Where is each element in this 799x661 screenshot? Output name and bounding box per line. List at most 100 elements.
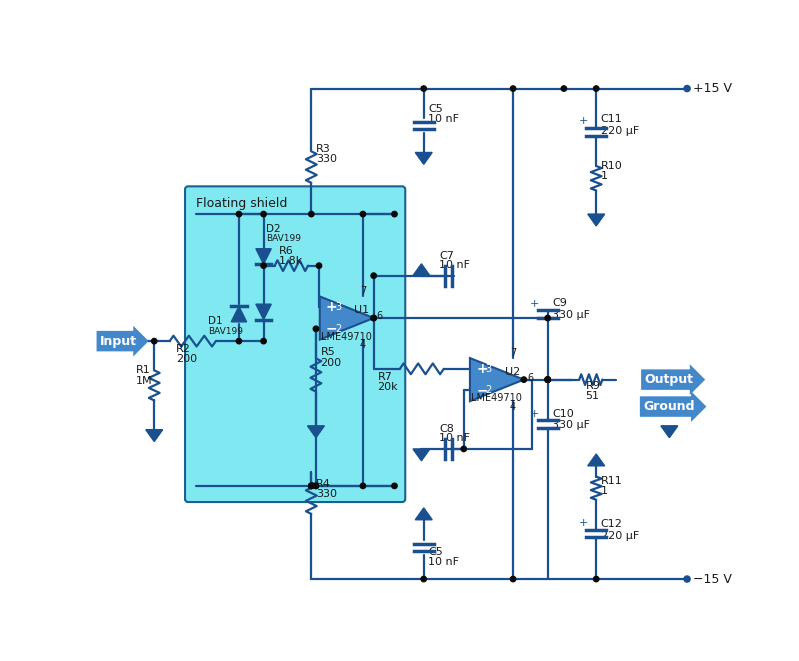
Text: R2: R2 (176, 344, 191, 354)
Text: Input: Input (101, 334, 137, 348)
Circle shape (360, 483, 366, 488)
Text: 330 μF: 330 μF (552, 420, 590, 430)
Text: 10 nF: 10 nF (428, 114, 459, 124)
Circle shape (594, 576, 599, 582)
Text: C5: C5 (428, 547, 443, 557)
Circle shape (545, 377, 551, 382)
Circle shape (561, 86, 566, 91)
Text: C8: C8 (439, 424, 454, 434)
Polygon shape (661, 426, 678, 438)
Circle shape (684, 576, 690, 582)
Text: 10 nF: 10 nF (428, 557, 459, 567)
Text: Floating shield: Floating shield (196, 197, 287, 210)
Text: −: − (476, 383, 487, 397)
Text: 330: 330 (316, 489, 337, 500)
Text: +: + (476, 362, 487, 376)
Text: C7: C7 (439, 251, 454, 260)
Text: BAV199: BAV199 (208, 327, 243, 336)
Text: C10: C10 (552, 408, 574, 418)
Text: 7: 7 (360, 286, 366, 296)
Text: 51: 51 (586, 391, 599, 401)
Polygon shape (470, 358, 524, 401)
Circle shape (594, 86, 599, 91)
Text: 10 nF: 10 nF (439, 260, 470, 270)
Polygon shape (588, 214, 605, 226)
Text: 2: 2 (485, 385, 491, 395)
Circle shape (316, 263, 322, 268)
Text: 4: 4 (360, 340, 366, 350)
Text: 200: 200 (176, 354, 197, 364)
Text: 330: 330 (316, 155, 337, 165)
FancyBboxPatch shape (185, 186, 405, 502)
Circle shape (684, 85, 690, 92)
Text: D2: D2 (266, 224, 280, 234)
Text: 220 μF: 220 μF (601, 126, 639, 136)
Text: 10 nF: 10 nF (439, 433, 470, 444)
Text: +: + (578, 116, 588, 126)
Circle shape (371, 273, 376, 278)
Circle shape (237, 338, 241, 344)
Text: 3: 3 (336, 302, 341, 312)
Text: D1: D1 (208, 316, 223, 326)
Circle shape (545, 377, 551, 382)
Text: R5: R5 (320, 347, 336, 357)
Circle shape (421, 86, 427, 91)
Circle shape (261, 263, 266, 268)
Text: 3: 3 (485, 364, 491, 374)
Polygon shape (308, 426, 324, 438)
Text: 1: 1 (601, 486, 608, 496)
Text: BAV199: BAV199 (266, 234, 301, 243)
Polygon shape (256, 304, 272, 319)
Text: LME49710: LME49710 (321, 332, 372, 342)
Circle shape (313, 483, 319, 488)
Circle shape (545, 377, 551, 382)
Circle shape (261, 212, 266, 217)
Circle shape (461, 446, 467, 451)
Text: 220 μF: 220 μF (601, 531, 639, 541)
Text: C5: C5 (428, 104, 443, 114)
Text: +: + (326, 300, 337, 314)
Circle shape (511, 576, 515, 582)
Circle shape (237, 212, 241, 217)
Circle shape (308, 483, 314, 488)
Text: 4: 4 (510, 402, 516, 412)
Text: 1M: 1M (136, 376, 153, 386)
Polygon shape (415, 153, 432, 165)
Text: +: + (530, 409, 539, 419)
Polygon shape (413, 264, 430, 276)
Text: R4: R4 (316, 479, 331, 489)
Text: 200: 200 (320, 358, 342, 368)
Text: C9: C9 (552, 299, 567, 309)
Polygon shape (320, 297, 374, 340)
Text: R7: R7 (378, 371, 392, 381)
Text: U2: U2 (505, 367, 520, 377)
Circle shape (545, 377, 551, 382)
Text: 1.8k: 1.8k (279, 256, 304, 266)
Text: 1: 1 (601, 171, 608, 181)
Polygon shape (145, 430, 163, 442)
Circle shape (308, 483, 314, 488)
Text: R1: R1 (136, 366, 150, 375)
Text: +: + (578, 518, 588, 528)
Circle shape (511, 86, 515, 91)
Text: U1: U1 (355, 305, 370, 315)
Text: R10: R10 (601, 161, 622, 171)
Circle shape (308, 212, 314, 217)
Circle shape (152, 338, 157, 344)
Polygon shape (231, 307, 247, 322)
Text: Output: Output (645, 373, 694, 386)
Circle shape (521, 377, 527, 382)
Text: R3: R3 (316, 145, 331, 155)
Text: R11: R11 (601, 477, 622, 486)
Circle shape (313, 483, 319, 488)
Circle shape (421, 576, 427, 582)
Text: R9: R9 (586, 381, 600, 391)
Text: +15 V: +15 V (694, 82, 732, 95)
Polygon shape (256, 249, 272, 264)
Text: 7: 7 (510, 348, 516, 358)
Circle shape (308, 483, 314, 488)
Polygon shape (413, 449, 430, 461)
Circle shape (392, 212, 397, 217)
Text: −15 V: −15 V (694, 572, 732, 586)
Circle shape (360, 212, 366, 217)
